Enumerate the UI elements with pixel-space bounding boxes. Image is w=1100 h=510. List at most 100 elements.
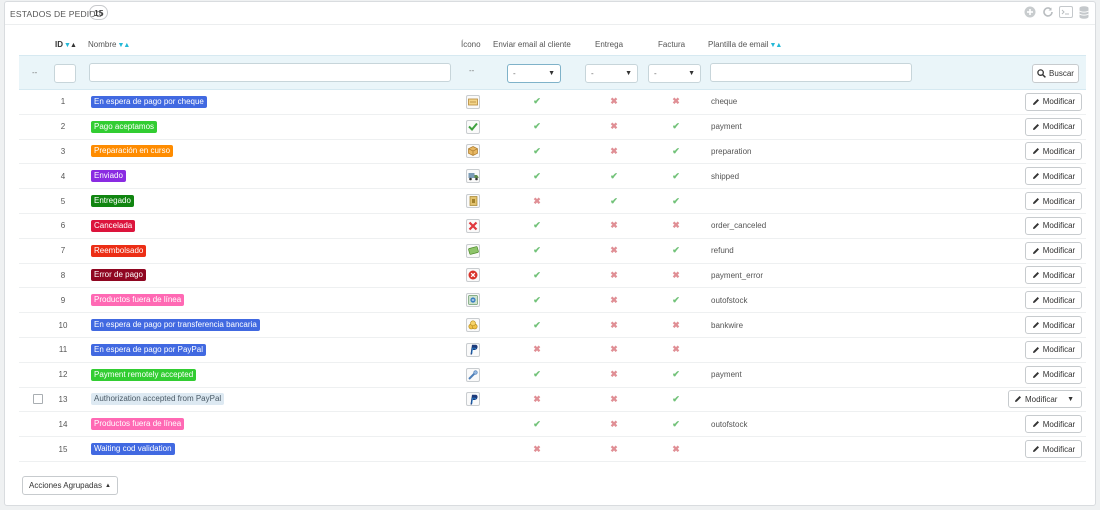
send-email-toggle[interactable]: ✔ [529,90,545,114]
invoice-toggle[interactable]: ✖ [668,214,684,238]
modify-button[interactable]: Modificar [1025,241,1082,260]
invoice-filter-select[interactable]: - ▼ [648,64,701,83]
modify-button[interactable]: Modificar [1025,92,1082,111]
cross-icon[interactable]: ✖ [672,96,680,107]
database-icon[interactable] [1077,5,1091,19]
search-button[interactable]: Buscar [1032,64,1079,83]
send-email-toggle[interactable]: ✖ [529,388,545,412]
chevron-down-icon[interactable]: ▼ [1067,395,1074,403]
check-icon[interactable]: ✔ [672,121,680,132]
template-filter-input[interactable] [710,63,912,82]
delivery-toggle[interactable]: ✖ [606,412,622,436]
delivery-toggle[interactable]: ✖ [606,239,622,263]
sql-query-icon[interactable] [1059,5,1073,19]
modify-button[interactable]: Modificar [1025,167,1082,186]
cross-icon[interactable]: ✖ [610,145,618,156]
cross-icon[interactable]: ✖ [672,319,680,330]
table-row[interactable]: 10 En espera de pago por transferencia ba… [19,313,1086,338]
sort-arrows-icon[interactable]: ▼▲ [64,42,77,49]
invoice-toggle[interactable]: ✖ [668,313,684,337]
check-icon[interactable]: ✔ [533,369,541,380]
modify-button[interactable]: Modificar [1025,440,1082,459]
check-icon[interactable]: ✔ [672,195,680,206]
check-icon[interactable]: ✔ [672,294,680,305]
refresh-icon[interactable] [1041,5,1055,19]
cross-icon[interactable]: ✖ [672,269,680,280]
check-icon[interactable]: ✔ [672,245,680,256]
cross-icon[interactable]: ✖ [610,294,618,305]
table-row[interactable]: 6 Cancelada ✔ ✖ ✖ order_canceled Modificar [19,214,1086,239]
delivery-toggle[interactable]: ✖ [606,115,622,139]
send-email-toggle[interactable]: ✔ [529,140,545,164]
table-row[interactable]: 9 Productos fuera de línea ✔ ✖ ✔ outofstock Mo… [19,288,1086,314]
invoice-toggle[interactable]: ✖ [668,90,684,114]
invoice-toggle[interactable]: ✔ [668,239,684,263]
check-icon[interactable]: ✔ [672,145,680,156]
bulk-actions-button[interactable]: Acciones Agrupadas ▲ [22,476,118,495]
send-email-toggle[interactable]: ✖ [529,338,545,362]
send-email-toggle[interactable]: ✖ [529,437,545,461]
modify-button[interactable]: Modificar [1025,142,1082,161]
send-email-filter-select[interactable]: - ▼ [507,64,561,83]
delivery-toggle[interactable]: ✖ [606,288,622,312]
check-icon[interactable]: ✔ [533,294,541,305]
cross-icon[interactable]: ✖ [533,195,541,206]
cross-icon[interactable]: ✖ [610,319,618,330]
delivery-toggle[interactable]: ✖ [606,313,622,337]
cross-icon[interactable]: ✖ [610,96,618,107]
table-row[interactable]: 5 Entregado ✖ ✔ ✔ Modificar [19,189,1086,214]
send-email-toggle[interactable]: ✔ [529,363,545,387]
invoice-toggle[interactable]: ✔ [668,388,684,412]
modify-button[interactable]: Modificar [1025,316,1082,335]
invoice-toggle[interactable]: ✔ [668,189,684,213]
cross-icon[interactable]: ✖ [672,344,680,355]
check-icon[interactable]: ✔ [533,121,541,132]
delivery-filter-select[interactable]: - ▼ [585,64,638,83]
modify-button[interactable]: Modificar [1025,192,1082,211]
send-email-toggle[interactable]: ✔ [529,412,545,436]
modify-button[interactable]: Modificar [1025,216,1082,235]
cross-icon[interactable]: ✖ [610,344,618,355]
modify-button[interactable]: Modificar [1025,365,1082,384]
cross-icon[interactable]: ✖ [672,443,680,454]
table-row[interactable]: 11 En espera de pago por PayPal ✖ ✖ ✖ Modific… [19,338,1086,363]
add-icon[interactable] [1023,5,1037,19]
modify-button[interactable]: Modificar [1025,415,1082,434]
check-icon[interactable]: ✔ [533,170,541,181]
invoice-toggle[interactable]: ✔ [668,363,684,387]
send-email-toggle[interactable]: ✔ [529,239,545,263]
table-row[interactable]: 2 Pago aceptamos ✔ ✖ ✔ payment Modificar [19,115,1086,140]
check-icon[interactable]: ✔ [672,393,680,404]
table-row[interactable]: 13 Authorization accepted from PayPal ✖ ✖ ✔ M… [19,388,1086,413]
check-icon[interactable]: ✔ [610,170,618,181]
send-email-toggle[interactable]: ✔ [529,288,545,312]
sort-arrows-icon[interactable]: ▼▲ [769,42,782,49]
invoice-toggle[interactable]: ✖ [668,437,684,461]
cross-icon[interactable]: ✖ [672,220,680,231]
delivery-toggle[interactable]: ✔ [606,164,622,188]
table-row[interactable]: 1 En espera de pago por cheque ✔ ✖ ✖ cheque Mo… [19,90,1086,115]
send-email-toggle[interactable]: ✔ [529,313,545,337]
check-icon[interactable]: ✔ [533,269,541,280]
column-header-id[interactable]: ID▼▲ [55,40,77,49]
cross-icon[interactable]: ✖ [610,245,618,256]
table-row[interactable]: 4 Enviado ✔ ✔ ✔ shipped Modificar [19,164,1086,190]
invoice-toggle[interactable]: ✔ [668,140,684,164]
check-icon[interactable]: ✔ [610,195,618,206]
modify-button[interactable]: Modificar [1025,117,1082,136]
check-icon[interactable]: ✔ [533,418,541,429]
cross-icon[interactable]: ✖ [533,443,541,454]
send-email-toggle[interactable]: ✔ [529,264,545,288]
check-icon[interactable]: ✔ [672,418,680,429]
cross-icon[interactable]: ✖ [610,121,618,132]
check-icon[interactable]: ✔ [533,319,541,330]
cross-icon[interactable]: ✖ [610,369,618,380]
table-row[interactable]: 14 Productos fuera de línea ✔ ✖ ✔ outofstock M… [19,412,1086,438]
delivery-toggle[interactable]: ✖ [606,214,622,238]
delivery-toggle[interactable]: ✖ [606,264,622,288]
table-row[interactable]: 7 Reembolsado ✔ ✖ ✔ refund Modificar [19,239,1086,264]
send-email-toggle[interactable]: ✔ [529,214,545,238]
modify-button[interactable]: Modificar [1025,291,1082,310]
send-email-toggle[interactable]: ✖ [529,189,545,213]
cross-icon[interactable]: ✖ [610,393,618,404]
